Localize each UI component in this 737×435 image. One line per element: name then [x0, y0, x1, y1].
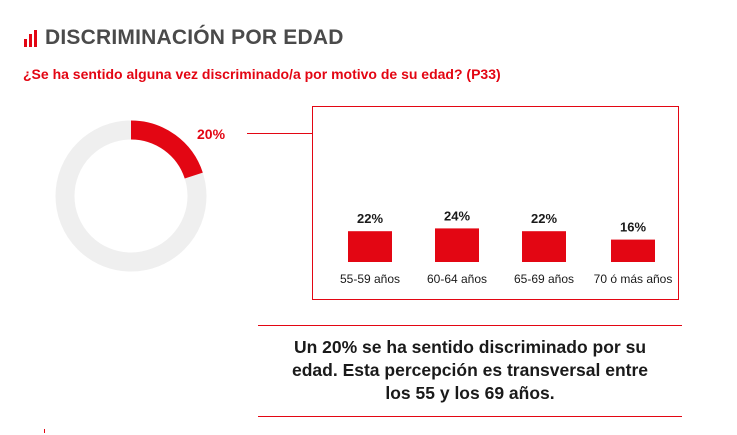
bar-3	[611, 239, 655, 262]
category-label-2: 65-69 años	[514, 272, 574, 286]
donut-value-arc	[130, 120, 203, 179]
survey-question: ¿Se ha sentido alguna vez discriminado/a…	[23, 66, 501, 82]
summary-line-1: Un 20% se ha sentido discriminado por su	[293, 337, 647, 357]
donut-value-label: 20%	[197, 126, 226, 142]
category-label-1: 60-64 años	[427, 272, 487, 286]
bar-value-label-0: 22%	[357, 211, 383, 226]
summary-line-3: los 55 y los 69 años.	[385, 383, 555, 403]
bar-2	[522, 231, 566, 262]
summary-text: Un 20% se ha sentido discriminado por su…	[258, 336, 682, 405]
category-label-0: 55-59 años	[340, 272, 400, 286]
summary-divider-top	[258, 325, 682, 326]
age-breakdown-box	[312, 106, 679, 300]
category-label-3: 70 ó más años	[594, 272, 673, 286]
bar-chart-icon	[24, 29, 39, 47]
summary-divider-bottom	[258, 416, 682, 417]
bar-1	[435, 228, 479, 262]
title-row: DISCRIMINACIÓN POR EDAD	[24, 26, 344, 50]
bar-value-label-2: 22%	[531, 211, 557, 226]
bar-value-label-1: 24%	[444, 208, 470, 223]
page-title: DISCRIMINACIÓN POR EDAD	[45, 26, 344, 49]
donut-chart	[55, 120, 207, 272]
summary-line-2: edad. Esta percepción es transversal ent…	[292, 360, 648, 380]
page-marker	[44, 429, 45, 433]
connector-line	[247, 133, 313, 134]
bar-value-label-3: 16%	[620, 220, 646, 235]
bar-0	[348, 231, 392, 262]
